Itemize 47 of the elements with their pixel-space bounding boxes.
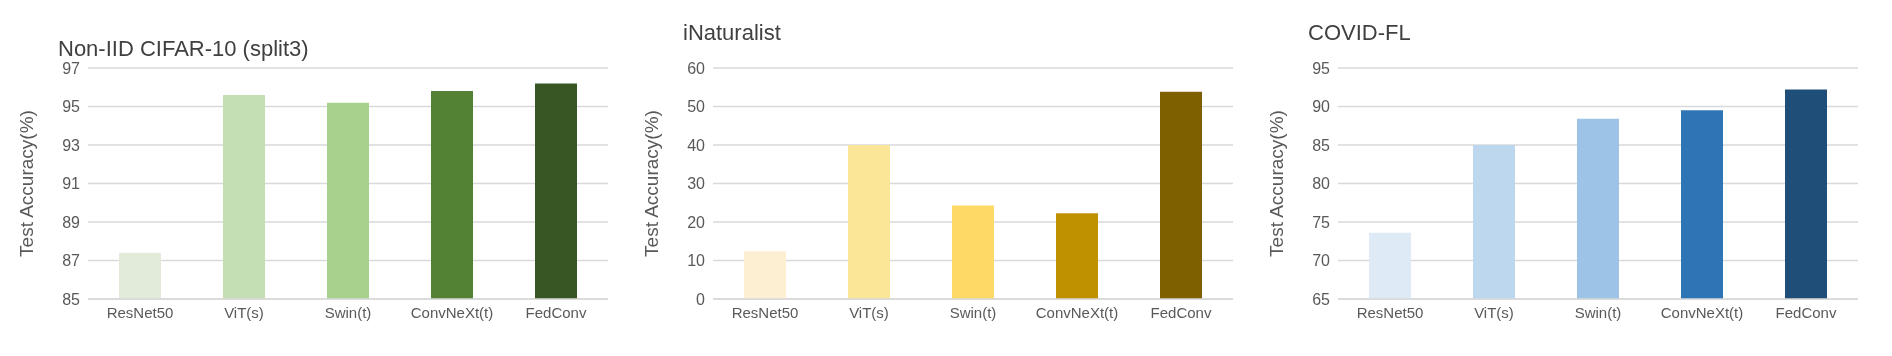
- x-tick-label: FedConv: [525, 303, 587, 321]
- y-tick-label: 65: [1312, 290, 1331, 308]
- y-tick-label: 91: [62, 175, 81, 193]
- y-tick-label: 70: [1312, 252, 1331, 270]
- bar: [1056, 213, 1098, 299]
- y-tick-label: 85: [1312, 136, 1331, 154]
- bar: [952, 205, 994, 299]
- y-tick-label: 95: [62, 98, 81, 116]
- x-tick-label: ResNet50: [1356, 303, 1424, 321]
- y-tick-label: 85: [62, 290, 81, 308]
- y-tick-label: 20: [687, 213, 706, 231]
- chart-title: iNaturalist: [682, 19, 782, 47]
- x-tick-label: FedConv: [1775, 303, 1837, 321]
- y-axis-title: Test Accuracy(%): [1265, 110, 1287, 257]
- y-tick-label: 89: [62, 213, 81, 231]
- x-tick-label: Swin(t): [1574, 303, 1622, 321]
- y-tick-label: 87: [62, 252, 81, 270]
- y-tick-label: 50: [687, 98, 706, 116]
- bar: [1160, 91, 1202, 299]
- x-tick-label: ViT(s): [1474, 303, 1514, 321]
- y-tick-label: 75: [1312, 213, 1331, 231]
- y-axis-title: Test Accuracy(%): [640, 110, 662, 257]
- y-tick-label: 95: [1312, 59, 1331, 77]
- y-axis-title: Test Accuracy(%): [15, 110, 37, 257]
- bar: [744, 251, 786, 299]
- y-tick-label: 60: [687, 59, 706, 77]
- x-tick-label: Swin(t): [949, 303, 997, 321]
- x-tick-label: ConvNeXt(t): [1035, 303, 1119, 321]
- y-tick-label: 90: [1312, 98, 1331, 116]
- bar: [848, 145, 890, 299]
- x-tick-label: ViT(s): [849, 303, 889, 321]
- y-tick-label: 30: [687, 175, 706, 193]
- x-tick-label: Swin(t): [324, 303, 372, 321]
- chart-title: COVID-FL: [1307, 19, 1412, 47]
- x-tick-label: FedConv: [1150, 303, 1212, 321]
- x-tick-label: ResNet50: [106, 303, 174, 321]
- x-tick-label: ViT(s): [224, 303, 264, 321]
- y-tick-label: 10: [687, 252, 706, 270]
- y-tick-label: 0: [696, 290, 706, 308]
- y-tick-label: 97: [62, 59, 81, 77]
- y-tick-label: 93: [62, 136, 81, 154]
- x-tick-label: ConvNeXt(t): [1660, 303, 1744, 321]
- x-tick-label: ResNet50: [731, 303, 799, 321]
- x-tick-label: ConvNeXt(t): [410, 303, 494, 321]
- y-tick-label: 40: [687, 136, 706, 154]
- chart-title: Non-IID CIFAR-10 (split3): [57, 35, 310, 61]
- y-tick-label: 80: [1312, 175, 1331, 193]
